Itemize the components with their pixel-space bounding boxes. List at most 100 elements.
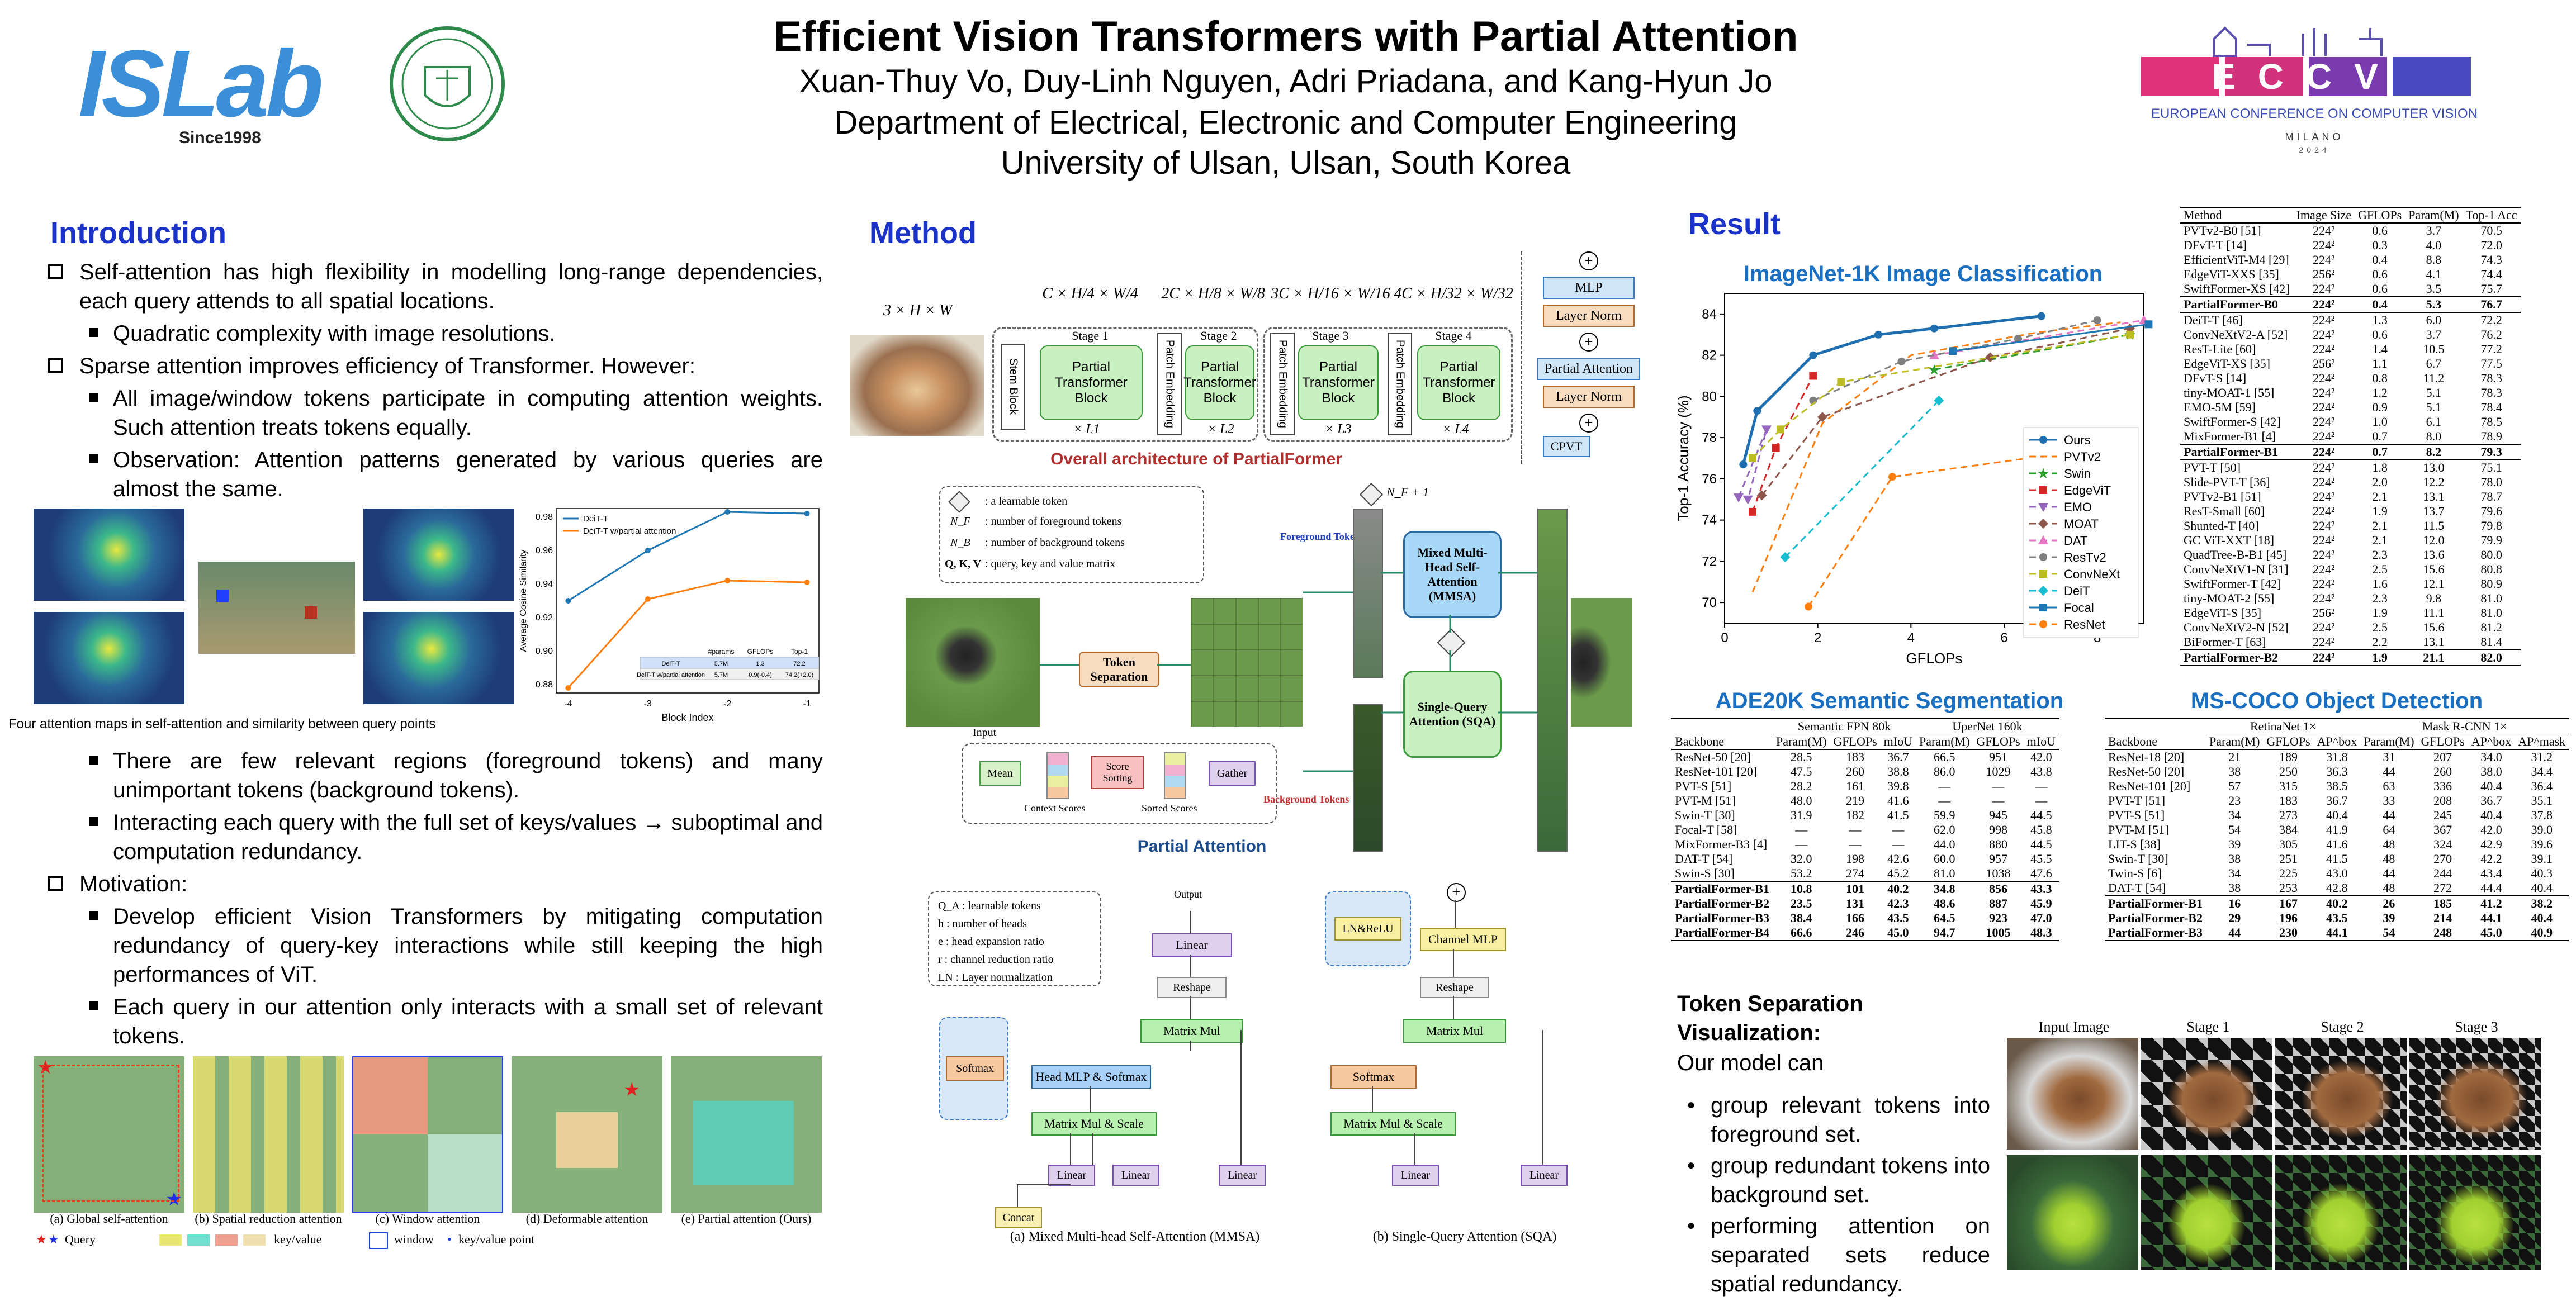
series-edgevit xyxy=(1749,372,1817,516)
table-row: tiny-MOAT-1 [55] 224² 1.2 5.1 78.3 xyxy=(2180,386,2521,400)
sim-y-tick: 0.90 xyxy=(536,647,553,656)
table-cell: 40.4 xyxy=(2531,881,2553,895)
table-cell: 13.0 xyxy=(2423,460,2445,474)
context-scores-label: Context Scores xyxy=(1024,803,1086,814)
sim-point xyxy=(804,511,810,516)
table-cell: 38 xyxy=(2228,765,2241,778)
table-cell: mIoU xyxy=(2023,734,2059,750)
data-point xyxy=(2039,570,2047,578)
table-cell: PartialFormer-B3 xyxy=(1675,911,1769,925)
series-emo xyxy=(1734,425,1772,505)
checkbox-icon xyxy=(48,358,63,373)
patch-embedding: Patch Embedding xyxy=(1270,333,1295,435)
query-point-blue xyxy=(216,590,229,602)
residual-add-icon: + xyxy=(1579,414,1598,433)
table-cell: 94.7 xyxy=(1916,925,1973,941)
table-cell: 21 xyxy=(2228,750,2241,764)
panel-caption: (e) Partial attention (Ours) xyxy=(681,1212,812,1226)
score-pipeline: Mean Score Sorting Gather Context Scores… xyxy=(962,743,1277,824)
table-cell: ResT-Small [60] xyxy=(2184,504,2265,518)
vis-bird-stage xyxy=(2141,1038,2272,1150)
table-cell: 21.1 xyxy=(2405,649,2463,666)
partial-transformer-block: Partial Transformer Block xyxy=(1040,345,1143,420)
table-cell: 4.0 xyxy=(2426,238,2442,252)
table-cell: 183 xyxy=(2279,794,2298,808)
table-cell: Shunted-T [40] xyxy=(2184,519,2259,533)
table-cell: 72.0 xyxy=(2480,238,2502,252)
data-point xyxy=(2038,586,2048,596)
block-part-cpvt: CPVT xyxy=(1543,436,1590,457)
table-row: DAT-T [54] 38 253 42.8 48 272 44.4 40.4 xyxy=(2105,881,2569,896)
table-cell: 224² xyxy=(2312,533,2335,547)
data-point xyxy=(1805,602,1812,611)
overall-architecture: 3 × H × W Stem Block C × H/4 × W/4 Stage… xyxy=(850,251,1644,475)
kv-region xyxy=(556,1112,618,1168)
table-cell: 54 xyxy=(2228,823,2241,837)
table-cell: 44.1 xyxy=(2480,911,2502,925)
table-cell: 43.3 xyxy=(2023,881,2059,896)
bullet-icon xyxy=(89,454,98,463)
sim-series-line xyxy=(567,580,807,689)
residual-add-icon: + xyxy=(1579,333,1598,352)
imagenet-table: Method Image Size GFLOPs Param(M) Top-1 Acc P… xyxy=(2180,207,2521,666)
table-cell: 16 xyxy=(2206,895,2264,911)
checkbox-icon xyxy=(48,876,63,891)
table-row: BiFormer-T [63] 224² 2.2 13.1 81.4 xyxy=(2180,635,2521,650)
table-cell: EdgeViT-S [35] xyxy=(2184,606,2262,620)
kv-point-icon: • xyxy=(447,1232,452,1246)
table-cell: 185 xyxy=(2417,895,2468,911)
sqa-caption: (b) Single-Query Attention (SQA) xyxy=(1372,1229,1557,1244)
table-cell: 77.5 xyxy=(2480,357,2502,371)
query-star-icon: ★ xyxy=(36,1232,47,1246)
ade-table-wrap: Semantic FPN 80k UperNet 160k Backbone Para… xyxy=(1671,718,2059,941)
bird-input-photo xyxy=(906,598,1040,727)
coco-title: MS-COCO Object Detection xyxy=(2190,689,2483,713)
input-label: Input xyxy=(973,727,997,739)
residual-add-icon: + xyxy=(1579,251,1598,270)
table-cell: 10.5 xyxy=(2423,342,2445,356)
table-cell: PartialFormer-B1 xyxy=(1671,881,1773,896)
islab-logo: ISLab Since1998 xyxy=(78,34,324,147)
attention-map xyxy=(34,509,184,601)
table-cell: 224² xyxy=(2312,562,2335,576)
table-cell: — xyxy=(1849,837,1862,851)
panel-partial-attention xyxy=(671,1056,822,1213)
table-cell: 15.6 xyxy=(2423,620,2445,634)
table-row: Swin-T [30] 31.9 182 41.5 59.9 945 44.5 xyxy=(1671,808,2059,823)
table-cell: 34.0 xyxy=(2480,750,2502,764)
table-cell: 76.7 xyxy=(2462,296,2521,313)
panel-caption: (d) Deformable attention xyxy=(525,1212,648,1226)
table-cell: 41.6 xyxy=(2326,837,2348,851)
table-cell: 0.7 xyxy=(2354,444,2405,460)
sqa-reshape: Reshape xyxy=(1420,977,1489,998)
data-point xyxy=(2038,503,2048,512)
sqa-matrix-mul-scale: Matrix Mul & Scale xyxy=(1330,1112,1456,1136)
table-cell: 224² xyxy=(2312,490,2335,504)
intro-subpoint: Observation: Attention patterns generate… xyxy=(40,445,823,504)
table-cell: 13.6 xyxy=(2423,548,2445,562)
table-cell: 0.6 xyxy=(2372,224,2388,238)
table-row: QuadTree-B-B1 [45] 224² 2.3 13.6 80.0 xyxy=(2180,548,2521,562)
table-cell: 45.9 xyxy=(2030,896,2052,910)
data-point xyxy=(1761,425,1772,435)
table-cell: 1.1 xyxy=(2372,357,2388,371)
vis-kayak-stage xyxy=(2409,1155,2541,1270)
notation-legend: : a learnable token N_F : number of fore… xyxy=(939,486,1204,583)
table-cell: 39 xyxy=(2228,837,2241,851)
imagenet-table-wrap: Method Image Size GFLOPs Param(M) Top-1 Acc P… xyxy=(2180,207,2521,666)
table-cell: — xyxy=(2035,779,2048,793)
table-cell: Param(M) xyxy=(2206,734,2264,750)
background-tokens-label: Background Tokens xyxy=(1263,794,1349,805)
inset-cell: 0.9(-0.4) xyxy=(749,672,772,678)
table-cell: 244 xyxy=(2433,866,2452,880)
table-cell: 2.3 xyxy=(2372,548,2388,562)
table-cell: 31.2 xyxy=(2531,750,2553,764)
table-cell: 8.0 xyxy=(2426,429,2442,443)
table-cell: 6.0 xyxy=(2426,313,2442,327)
table-cell: 42.2 xyxy=(2480,852,2502,866)
table-cell: 224² xyxy=(2312,415,2335,429)
sorted-scores-label: Sorted Scores xyxy=(1142,803,1197,814)
table-row: Twin-S [6] 34 225 43.0 44 244 43.4 40.3 xyxy=(2105,866,2569,881)
table-cell: — xyxy=(1849,823,1862,837)
stem-block: Stem Block xyxy=(1001,344,1025,430)
